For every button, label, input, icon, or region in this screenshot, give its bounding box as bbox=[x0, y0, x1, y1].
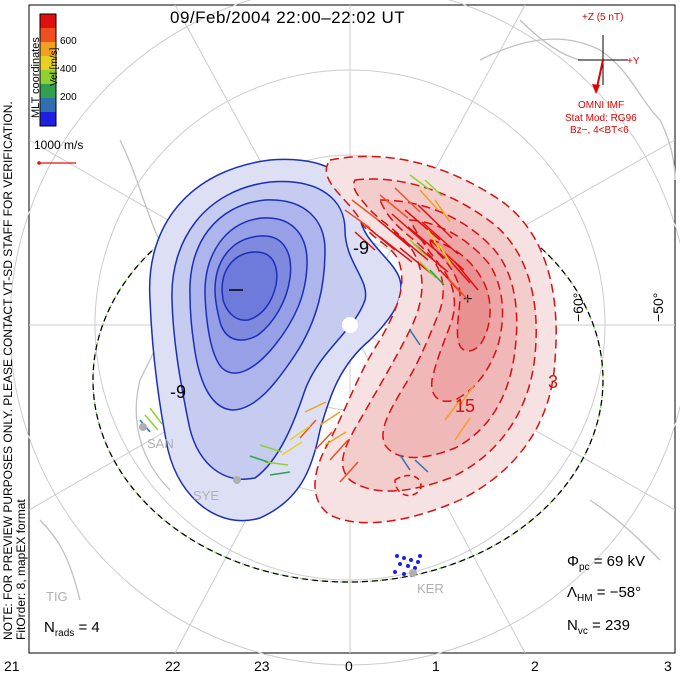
imf-z-label: +Z (5 nT) bbox=[582, 12, 624, 23]
velocity-colorbar bbox=[39, 13, 57, 127]
imf-source: OMNI IMF bbox=[578, 100, 625, 111]
colorbar-tick-200: 200 bbox=[60, 92, 77, 103]
dusk-cell bbox=[148, 158, 402, 522]
contour-label-dusk-upper: -9 bbox=[353, 238, 370, 258]
colorbar-segment bbox=[40, 56, 56, 70]
contour-label-dusk-lower: -9 bbox=[170, 382, 187, 402]
stat-nrads: Nrads = 4 bbox=[44, 619, 100, 639]
site-label-sye: SYE bbox=[193, 488, 220, 503]
contour-dawn-6 bbox=[394, 474, 422, 497]
mlt-tick-23: 23 bbox=[254, 658, 270, 674]
page-title: 09/Feb/2004 22:00–22:02 UT bbox=[170, 8, 406, 27]
plot-frame bbox=[28, 4, 676, 654]
colorbar-segment bbox=[40, 112, 56, 126]
pole-marker bbox=[342, 317, 358, 333]
stat-lambda-hm: ΛHM = −58° bbox=[567, 584, 642, 604]
contour-dawn-4 bbox=[408, 219, 504, 402]
reference-vector bbox=[37, 161, 76, 165]
contour-dusk-6 bbox=[221, 251, 278, 321]
lat-label-60: −60° bbox=[570, 292, 586, 322]
mlt-tick-0: 0 bbox=[345, 658, 353, 674]
mlt-tick-3: 3 bbox=[664, 658, 672, 674]
dawn-cell: + bbox=[314, 155, 557, 524]
fit-order-note: FitOrder: 8, mapEX format bbox=[14, 499, 28, 640]
imf-dial bbox=[578, 35, 628, 94]
site-label-ker: KER bbox=[417, 581, 444, 596]
colorbar-tick-400: 400 bbox=[60, 64, 77, 75]
mlt-tick-1: 1 bbox=[432, 658, 440, 674]
contour-label-dawn-15: 15 bbox=[455, 396, 476, 416]
mlt-tick-22: 22 bbox=[165, 658, 181, 674]
colorbar-unit: Vel [m/s] bbox=[49, 47, 60, 86]
colorbar-tick-600: 600 bbox=[60, 36, 77, 47]
coords-label: MLT coordinates bbox=[30, 37, 42, 118]
lat-label-50: −50° bbox=[650, 292, 666, 322]
contour-label-dawn-3: 3 bbox=[548, 372, 559, 392]
imf-stat-mod: Stat Mod: RG96 bbox=[565, 113, 637, 124]
imf-condition: Bz−, 4<BT<6 bbox=[570, 125, 629, 136]
imf-y-label: +Y bbox=[627, 56, 640, 67]
site-label-tig: TIG bbox=[46, 589, 68, 604]
colorbar-segment bbox=[40, 84, 56, 98]
coastlines bbox=[39, 19, 676, 601]
stat-nvc: Nvc = 239 bbox=[567, 617, 630, 637]
radar-sites bbox=[139, 423, 417, 577]
contour-dawn-5 bbox=[429, 239, 491, 352]
site-label-san: SAN bbox=[147, 436, 174, 451]
colorbar-segment bbox=[40, 42, 56, 56]
mlt-tick-21: 21 bbox=[4, 658, 20, 674]
colorbar-segment bbox=[40, 28, 56, 42]
mlt-tick-2: 2 bbox=[531, 658, 539, 674]
colorbar-segment bbox=[40, 70, 56, 84]
hm-boundary bbox=[92, 177, 604, 583]
colorbar-segment bbox=[40, 14, 56, 28]
stat-phi-pc: Φpc = 69 kV bbox=[567, 553, 645, 573]
colorbar-segment bbox=[40, 98, 56, 112]
reference-vector-label: 1000 m/s bbox=[34, 138, 84, 152]
